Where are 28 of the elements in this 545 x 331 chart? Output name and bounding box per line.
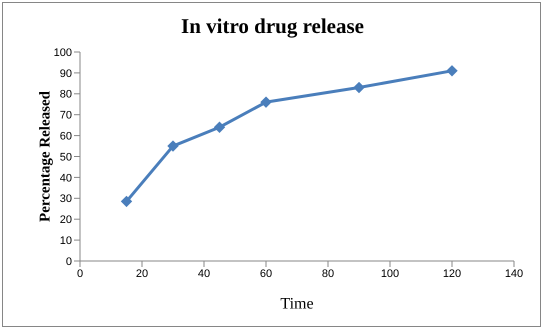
y-tick-label: 20 bbox=[60, 214, 72, 226]
point bbox=[260, 96, 272, 108]
point bbox=[121, 196, 132, 207]
point bbox=[168, 140, 178, 152]
y-tick-label: 60 bbox=[60, 130, 72, 143]
point bbox=[446, 65, 458, 76]
y-tick-label: 80 bbox=[60, 88, 72, 101]
y-tick-label: 50 bbox=[60, 151, 72, 164]
y-tick-label: 0 bbox=[66, 256, 72, 268]
point bbox=[214, 122, 225, 133]
x-tick-label: 120 bbox=[442, 268, 462, 280]
x-tick-label: 80 bbox=[322, 268, 334, 280]
y-tick-label: 90 bbox=[60, 68, 72, 80]
x-tick-label: 0 bbox=[76, 268, 84, 280]
y-axis-title: Percentage Released bbox=[37, 90, 54, 222]
x-tick-label: 20 bbox=[136, 268, 148, 280]
chart-title: In vitro drug release bbox=[180, 14, 365, 39]
x-axis-title: Time bbox=[280, 295, 314, 312]
y-tick-label: 100 bbox=[54, 46, 72, 59]
x-tick-label: 60 bbox=[260, 268, 272, 280]
y-tick-label: 10 bbox=[60, 235, 72, 248]
x-tick-label: 100 bbox=[380, 268, 400, 280]
y-tick-label: 30 bbox=[60, 193, 72, 206]
y-tick-label: 40 bbox=[60, 172, 72, 184]
x-tick-label: 140 bbox=[504, 268, 524, 280]
y-tick-label: 70 bbox=[60, 110, 72, 122]
point bbox=[354, 82, 364, 94]
x-tick-label: 40 bbox=[198, 268, 210, 280]
